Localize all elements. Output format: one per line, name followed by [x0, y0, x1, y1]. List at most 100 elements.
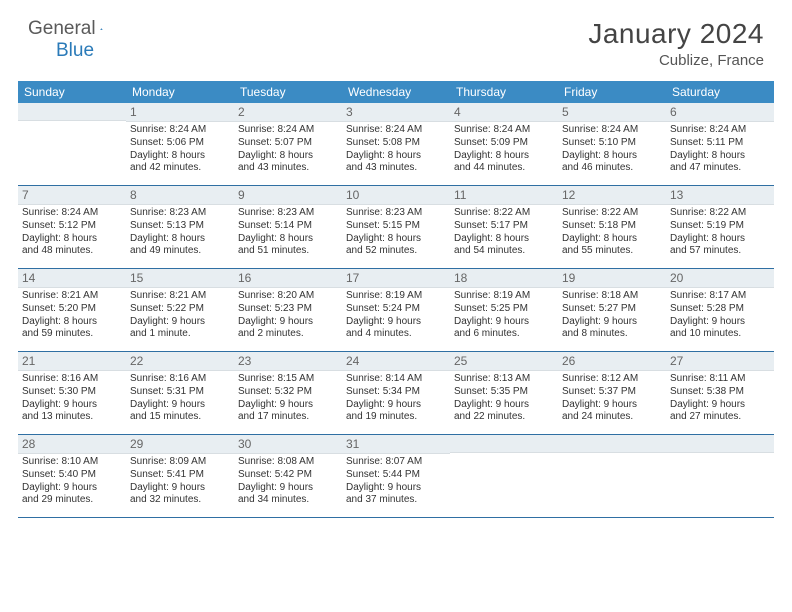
- day-body: Sunrise: 8:15 AMSunset: 5:32 PMDaylight:…: [234, 371, 342, 428]
- day-line: Daylight: 8 hours: [562, 233, 662, 246]
- day-number: 21: [18, 352, 126, 371]
- day-line: Sunset: 5:12 PM: [22, 220, 122, 233]
- day-number: 31: [342, 435, 450, 454]
- day-cell: 22Sunrise: 8:16 AMSunset: 5:31 PMDayligh…: [126, 352, 234, 434]
- day-line: Sunset: 5:41 PM: [130, 469, 230, 482]
- weekday-label: Thursday: [450, 81, 558, 103]
- day-cell: 4Sunrise: 8:24 AMSunset: 5:09 PMDaylight…: [450, 103, 558, 185]
- logo-text-general: General: [28, 18, 96, 40]
- day-body: Sunrise: 8:19 AMSunset: 5:25 PMDaylight:…: [450, 288, 558, 345]
- day-line: Sunset: 5:27 PM: [562, 303, 662, 316]
- day-line: Sunrise: 8:15 AM: [238, 373, 338, 386]
- day-line: Sunrise: 8:21 AM: [130, 290, 230, 303]
- day-line: Daylight: 9 hours: [346, 316, 446, 329]
- day-line: Sunset: 5:10 PM: [562, 137, 662, 150]
- day-cell: 16Sunrise: 8:20 AMSunset: 5:23 PMDayligh…: [234, 269, 342, 351]
- day-line: Sunset: 5:31 PM: [130, 386, 230, 399]
- day-line: Sunrise: 8:19 AM: [346, 290, 446, 303]
- day-line: Daylight: 8 hours: [22, 233, 122, 246]
- day-cell: 19Sunrise: 8:18 AMSunset: 5:27 PMDayligh…: [558, 269, 666, 351]
- day-line: and 51 minutes.: [238, 245, 338, 258]
- day-body: [666, 453, 774, 517]
- day-line: Daylight: 9 hours: [130, 316, 230, 329]
- day-number: [450, 435, 558, 453]
- day-cell: 6Sunrise: 8:24 AMSunset: 5:11 PMDaylight…: [666, 103, 774, 185]
- day-body: Sunrise: 8:11 AMSunset: 5:38 PMDaylight:…: [666, 371, 774, 428]
- day-body: Sunrise: 8:10 AMSunset: 5:40 PMDaylight:…: [18, 454, 126, 511]
- day-line: and 17 minutes.: [238, 411, 338, 424]
- day-cell: 9Sunrise: 8:23 AMSunset: 5:14 PMDaylight…: [234, 186, 342, 268]
- day-line: and 19 minutes.: [346, 411, 446, 424]
- week-row: 28Sunrise: 8:10 AMSunset: 5:40 PMDayligh…: [18, 435, 774, 518]
- weekday-label: Monday: [126, 81, 234, 103]
- day-body: Sunrise: 8:24 AMSunset: 5:12 PMDaylight:…: [18, 205, 126, 262]
- day-body: Sunrise: 8:21 AMSunset: 5:20 PMDaylight:…: [18, 288, 126, 345]
- day-body: [450, 453, 558, 517]
- day-body: Sunrise: 8:23 AMSunset: 5:14 PMDaylight:…: [234, 205, 342, 262]
- day-cell: 20Sunrise: 8:17 AMSunset: 5:28 PMDayligh…: [666, 269, 774, 351]
- day-line: Daylight: 9 hours: [238, 316, 338, 329]
- day-number: 18: [450, 269, 558, 288]
- day-number: 16: [234, 269, 342, 288]
- day-line: Daylight: 8 hours: [238, 233, 338, 246]
- day-line: Daylight: 9 hours: [562, 399, 662, 412]
- day-number: 15: [126, 269, 234, 288]
- day-cell: 18Sunrise: 8:19 AMSunset: 5:25 PMDayligh…: [450, 269, 558, 351]
- day-number: [666, 435, 774, 453]
- day-body: Sunrise: 8:16 AMSunset: 5:31 PMDaylight:…: [126, 371, 234, 428]
- day-line: Sunrise: 8:13 AM: [454, 373, 554, 386]
- day-body: Sunrise: 8:23 AMSunset: 5:13 PMDaylight:…: [126, 205, 234, 262]
- day-line: Sunrise: 8:11 AM: [670, 373, 770, 386]
- day-line: Sunset: 5:11 PM: [670, 137, 770, 150]
- day-line: Sunset: 5:09 PM: [454, 137, 554, 150]
- day-line: Sunset: 5:17 PM: [454, 220, 554, 233]
- day-line: and 57 minutes.: [670, 245, 770, 258]
- day-line: Sunset: 5:40 PM: [22, 469, 122, 482]
- day-line: and 15 minutes.: [130, 411, 230, 424]
- day-line: Sunrise: 8:14 AM: [346, 373, 446, 386]
- header: General Blue January 2024 Cublize, Franc…: [0, 0, 792, 75]
- day-line: Daylight: 9 hours: [562, 316, 662, 329]
- day-line: Sunrise: 8:24 AM: [562, 124, 662, 137]
- day-line: Daylight: 9 hours: [238, 482, 338, 495]
- day-body: Sunrise: 8:16 AMSunset: 5:30 PMDaylight:…: [18, 371, 126, 428]
- day-cell: 24Sunrise: 8:14 AMSunset: 5:34 PMDayligh…: [342, 352, 450, 434]
- day-line: Daylight: 8 hours: [238, 150, 338, 163]
- day-line: and 6 minutes.: [454, 328, 554, 341]
- day-line: and 32 minutes.: [130, 494, 230, 507]
- day-cell: 31Sunrise: 8:07 AMSunset: 5:44 PMDayligh…: [342, 435, 450, 517]
- day-line: Sunset: 5:06 PM: [130, 137, 230, 150]
- day-number: 17: [342, 269, 450, 288]
- day-line: Sunset: 5:14 PM: [238, 220, 338, 233]
- day-line: and 27 minutes.: [670, 411, 770, 424]
- day-number: 30: [234, 435, 342, 454]
- title-block: January 2024 Cublize, France: [588, 18, 764, 69]
- day-number: [558, 435, 666, 453]
- day-number: [18, 103, 126, 121]
- day-number: 28: [18, 435, 126, 454]
- day-body: Sunrise: 8:07 AMSunset: 5:44 PMDaylight:…: [342, 454, 450, 511]
- day-number: 14: [18, 269, 126, 288]
- day-line: and 43 minutes.: [346, 162, 446, 175]
- day-number: 29: [126, 435, 234, 454]
- day-line: Sunrise: 8:22 AM: [670, 207, 770, 220]
- day-number: 10: [342, 186, 450, 205]
- day-cell: 30Sunrise: 8:08 AMSunset: 5:42 PMDayligh…: [234, 435, 342, 517]
- day-line: Sunrise: 8:22 AM: [454, 207, 554, 220]
- day-cell: 15Sunrise: 8:21 AMSunset: 5:22 PMDayligh…: [126, 269, 234, 351]
- day-cell: 2Sunrise: 8:24 AMSunset: 5:07 PMDaylight…: [234, 103, 342, 185]
- day-number: 2: [234, 103, 342, 122]
- day-number: 12: [558, 186, 666, 205]
- day-line: Daylight: 8 hours: [130, 150, 230, 163]
- title-location: Cublize, France: [588, 52, 764, 69]
- day-number: 22: [126, 352, 234, 371]
- day-number: 24: [342, 352, 450, 371]
- day-line: and 55 minutes.: [562, 245, 662, 258]
- day-line: Sunset: 5:44 PM: [346, 469, 446, 482]
- day-body: Sunrise: 8:20 AMSunset: 5:23 PMDaylight:…: [234, 288, 342, 345]
- day-number: 25: [450, 352, 558, 371]
- day-line: Daylight: 8 hours: [346, 233, 446, 246]
- day-number: 8: [126, 186, 234, 205]
- day-body: Sunrise: 8:24 AMSunset: 5:08 PMDaylight:…: [342, 122, 450, 179]
- day-line: and 8 minutes.: [562, 328, 662, 341]
